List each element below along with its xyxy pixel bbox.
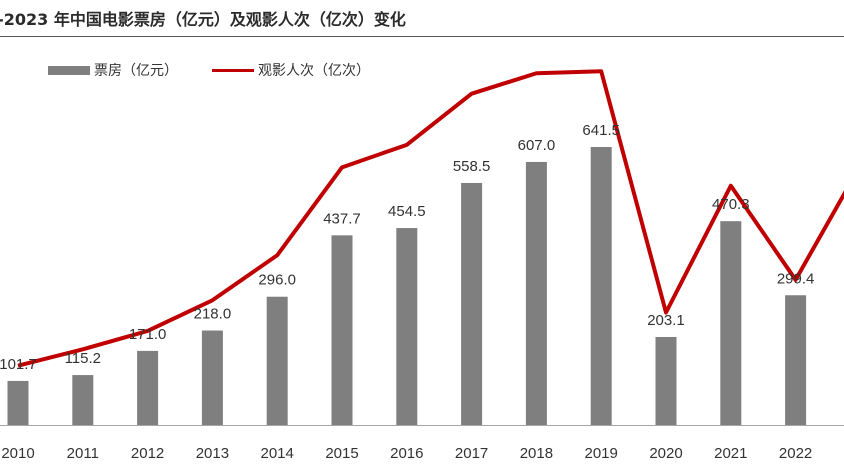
bar-value-label-2014: 296.0 [258, 272, 296, 289]
x-tick-label-2013: 2013 [196, 445, 229, 462]
legend: 票房（亿元） 观影人次（亿次） [48, 60, 404, 80]
x-tick-label-2021: 2021 [714, 445, 747, 462]
x-tick-label-2017: 2017 [455, 445, 488, 462]
x-tick-label-2012: 2012 [131, 445, 164, 462]
bar-2016 [396, 228, 418, 425]
bar-2017 [461, 182, 483, 425]
bar-2010 [7, 380, 29, 425]
legend-label-attendance: 观影人次（亿次） [258, 63, 370, 79]
bar-2022 [785, 295, 807, 425]
legend-swatch-bar [48, 65, 90, 75]
bar-2021 [720, 221, 742, 425]
bar-value-label-2011: 115.2 [65, 350, 101, 367]
chart-title: 0-2023 年中国电影票房（亿元）及观影人次（亿次）变化 [0, 10, 406, 29]
x-tick-label-2022: 2022 [779, 445, 812, 462]
bar-value-label-2012: 171.0 [129, 326, 167, 343]
bar-2012 [137, 350, 159, 425]
x-tick-label-2011: 2011 [67, 445, 99, 462]
bar-2014 [266, 296, 288, 425]
bar-2020 [655, 336, 677, 425]
legend-label-box-office: 票房（亿元） [94, 63, 178, 79]
bar-value-label-2020: 203.1 [647, 312, 685, 329]
bar-2018 [525, 161, 547, 425]
x-tick-label-2014: 2014 [261, 445, 294, 462]
bar-value-label-2017: 558.5 [453, 158, 491, 175]
bar-value-label-2019: 641.5 [582, 122, 620, 139]
bar-value-label-2021: 470.3 [712, 196, 750, 213]
bar-value-label-2018: 607.0 [518, 137, 556, 154]
bar-2015 [331, 235, 353, 425]
bar-2013 [201, 330, 223, 425]
bar-value-label-2022: 299.4 [777, 270, 815, 287]
x-tick-label-2016: 2016 [390, 445, 423, 462]
bar-value-label-2010: 101.7 [0, 356, 37, 373]
legend-item-attendance: 观影人次（亿次） [212, 60, 370, 80]
x-tick-label-2020: 2020 [649, 445, 682, 462]
x-tick-label-2010: 2010 [1, 445, 34, 462]
bar-2019 [590, 147, 612, 425]
x-tick-label-2019: 2019 [585, 445, 618, 462]
title-divider [0, 36, 844, 37]
bar-2011 [72, 375, 94, 425]
bar-value-label-2013: 218.0 [194, 306, 232, 323]
legend-item-box-office: 票房（亿元） [48, 60, 178, 80]
x-tick-label-2018: 2018 [520, 445, 553, 462]
bar-value-label-2016: 454.5 [388, 203, 426, 220]
bar-value-label-2015: 437.7 [323, 210, 361, 227]
legend-swatch-line [212, 68, 254, 72]
x-tick-label-2015: 2015 [325, 445, 358, 462]
attendance-line [17, 69, 844, 368]
